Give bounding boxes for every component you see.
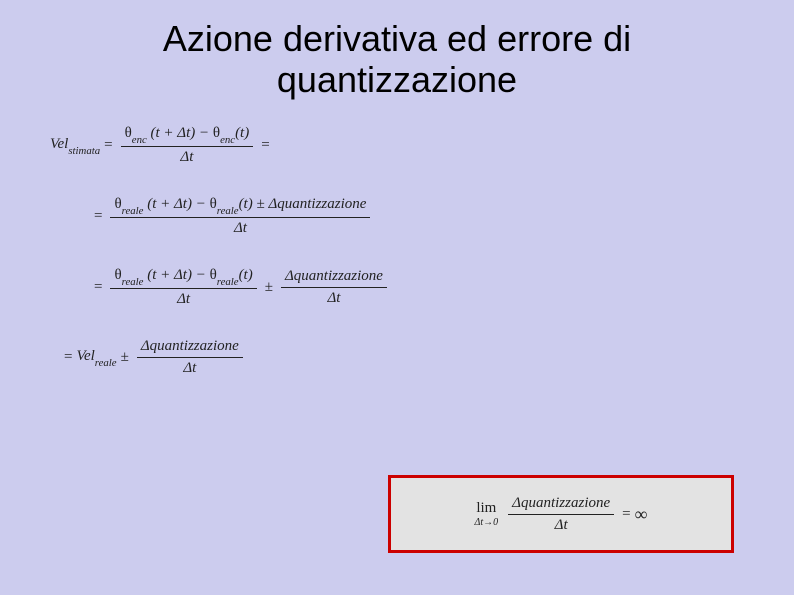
end-2: (t) ± Δquantizzazione [239, 196, 367, 212]
theta-b-sub: enc [220, 134, 235, 146]
vel-text: Vel [50, 136, 68, 152]
theta-b: θ [213, 125, 220, 141]
equals-3: = [94, 279, 102, 296]
limit-fraction-num: Δquantizzazione [508, 495, 614, 515]
theta-a: θ [125, 125, 132, 141]
equation-line-2: = θreale (t + Δt) − θreale(t) ± Δquantiz… [90, 196, 754, 237]
fraction-4-num: Δquantizzazione [137, 338, 243, 358]
fraction-1: θenc (t + Δt) − θenc(t) Δt [121, 125, 254, 166]
end-1: (t) [235, 125, 249, 141]
mid-1: (t + Δt) − [151, 125, 210, 141]
vel-reale-sub: reale [95, 357, 117, 369]
lim-sub: Δt→0 [475, 517, 499, 528]
fraction-4: Δquantizzazione Δt [137, 338, 243, 377]
vel-sub: stimata [68, 145, 100, 157]
equation-line-1: Velstimata = θenc (t + Δt) − θenc(t) Δt … [50, 125, 754, 166]
equation-line-4: = Velreale ± Δquantizzazione Δt [60, 338, 754, 377]
equals-4: = [64, 349, 72, 366]
fraction-2-num: θreale (t + Δt) − θreale(t) ± Δquantizza… [110, 196, 370, 218]
theta-a-sub: enc [132, 134, 147, 146]
math-region: Velstimata = θenc (t + Δt) − θenc(t) Δt … [50, 125, 754, 377]
fraction-3b-num: Δquantizzazione [281, 268, 387, 288]
theta-2b-sub: reale [217, 205, 239, 217]
fraction-3b: Δquantizzazione Δt [281, 268, 387, 307]
theta-2b: θ [210, 196, 217, 212]
pm-3: ± [265, 279, 273, 296]
slide-title: Azione derivativa ed errore di quantizza… [40, 18, 754, 101]
mid-2: (t + Δt) − [147, 196, 206, 212]
pm-4: ± [121, 349, 129, 366]
fraction-3a-den: Δt [173, 289, 194, 308]
fraction-4-den: Δt [179, 358, 200, 377]
fraction-3b-den: Δt [323, 288, 344, 307]
theta-3b: θ [210, 267, 217, 283]
equals-box: = [622, 506, 630, 523]
equals-2: = [94, 208, 102, 225]
equals-1a: = [104, 137, 112, 154]
limit-operator: lim Δt→0 [475, 500, 499, 528]
limit-fraction: Δquantizzazione Δt [508, 495, 614, 534]
slide: Azione derivativa ed errore di quantizza… [0, 0, 794, 595]
equation-line-3: = θreale (t + Δt) − θreale(t) Δt ± Δquan… [90, 267, 754, 308]
fraction-1-den: Δt [176, 147, 197, 166]
theta-3a: θ [114, 267, 121, 283]
vel-reale: Velreale [76, 348, 116, 367]
limit-box: lim Δt→0 Δquantizzazione Δt = ∞ [388, 475, 734, 553]
infinity-symbol: ∞ [635, 504, 648, 525]
lim-text: lim [476, 500, 496, 517]
limit-fraction-den: Δt [551, 515, 572, 534]
fraction-3a: θreale (t + Δt) − θreale(t) Δt [110, 267, 256, 308]
theta-3a-sub: reale [122, 276, 144, 288]
theta-2a-sub: reale [122, 205, 144, 217]
fraction-1-num: θenc (t + Δt) − θenc(t) [121, 125, 254, 147]
end-3: (t) [239, 267, 253, 283]
vel-label: Velstimata [50, 136, 100, 155]
fraction-3a-num: θreale (t + Δt) − θreale(t) [110, 267, 256, 289]
fraction-2-den: Δt [230, 218, 251, 237]
vel-reale-text: Vel [76, 348, 94, 364]
theta-2a: θ [114, 196, 121, 212]
mid-3: (t + Δt) − [147, 267, 206, 283]
fraction-2: θreale (t + Δt) − θreale(t) ± Δquantizza… [110, 196, 370, 237]
theta-3b-sub: reale [217, 276, 239, 288]
equals-1b: = [261, 137, 269, 154]
